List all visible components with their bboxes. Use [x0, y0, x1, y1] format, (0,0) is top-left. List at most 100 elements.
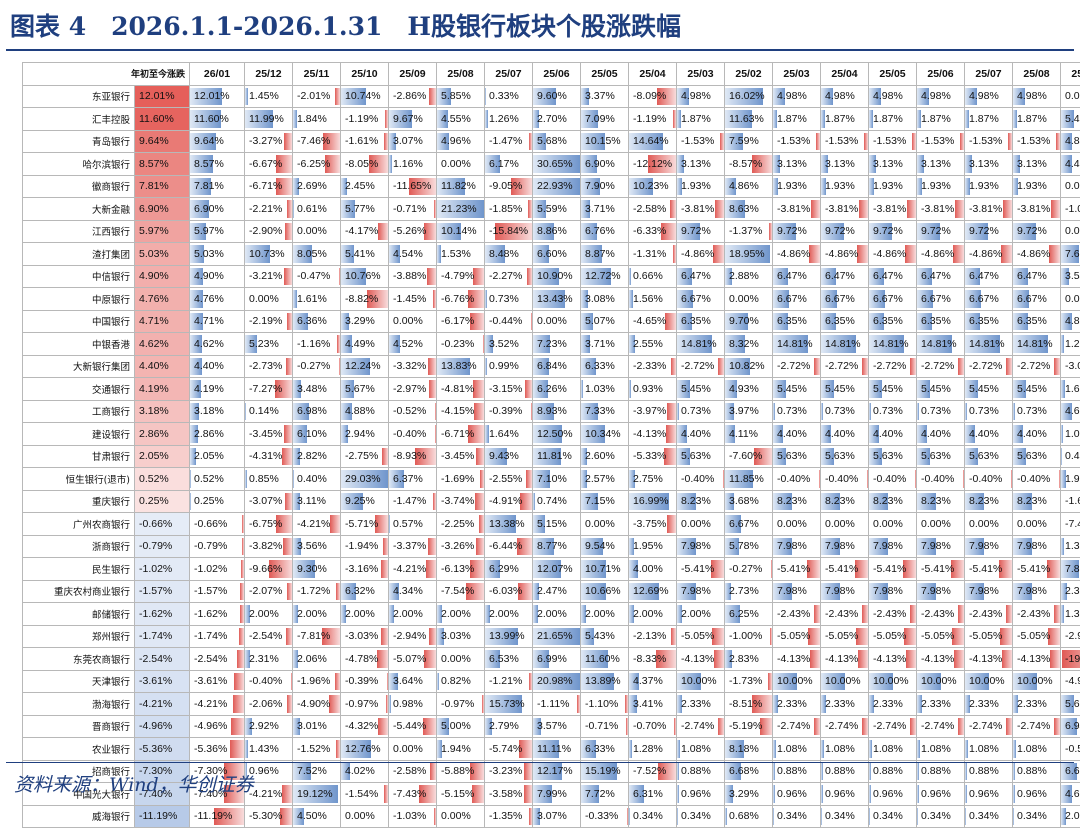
value-cell: 2.05% — [190, 445, 245, 468]
value-cell: 6.60% — [533, 243, 581, 266]
value-cell: 5.68% — [533, 130, 581, 153]
data-bar — [670, 200, 676, 218]
value-cell: -4.81% — [437, 378, 485, 401]
value-label: 1.64% — [489, 428, 519, 440]
value-label: 0.85% — [249, 473, 279, 485]
value-cell: 1.01% — [1061, 423, 1080, 446]
value-cell: 1.99% — [1061, 468, 1080, 491]
value-cell: 8.23% — [869, 490, 917, 513]
value-cell: 10.34% — [581, 423, 629, 446]
value-label: 3.08% — [585, 293, 615, 305]
value-label: -8.93% — [393, 450, 426, 462]
value-label: 4.80% — [1065, 315, 1080, 327]
data-bar — [869, 785, 871, 803]
value-cell: 6.47% — [869, 265, 917, 288]
value-cell: -5.74% — [485, 738, 533, 761]
value-label: 7.98% — [825, 540, 855, 552]
value-cell: -2.33% — [629, 355, 677, 378]
value-label: -2.91% — [1065, 630, 1080, 642]
value-cell: 5.23% — [245, 333, 293, 356]
ytd-change-cell: -1.02% — [135, 558, 190, 581]
value-cell: 3.13% — [917, 153, 965, 176]
value-label: 2.06% — [297, 653, 327, 665]
value-label: 12.07% — [537, 563, 573, 575]
value-cell: 3.57% — [533, 715, 581, 738]
value-cell: 2.47% — [533, 580, 581, 603]
value-cell: 2.00% — [677, 603, 725, 626]
value-cell: -1.53% — [917, 130, 965, 153]
bank-name-cell: 农业银行 — [23, 738, 135, 761]
value-cell: -3.81% — [965, 198, 1013, 221]
value-label: 0.52% — [194, 473, 224, 485]
value-cell: 4.98% — [1013, 85, 1061, 108]
value-label: 20.98% — [537, 675, 573, 687]
value-label: 0.00% — [249, 293, 279, 305]
data-bar — [426, 560, 436, 578]
value-cell: 0.34% — [821, 805, 869, 828]
value-label: 1.93% — [969, 180, 999, 192]
value-label: 1.35% — [1065, 540, 1080, 552]
value-cell: 0.96% — [965, 783, 1013, 806]
value-label: -1.03% — [393, 810, 426, 822]
value-cell: 2.33% — [773, 693, 821, 716]
value-label: -3.45% — [441, 450, 474, 462]
value-label: -4.86% — [873, 248, 906, 260]
value-cell: 1.93% — [1013, 175, 1061, 198]
data-bar — [859, 200, 868, 218]
value-cell: 12.07% — [533, 558, 581, 581]
value-label: -0.40% — [393, 428, 426, 440]
data-bar — [485, 290, 487, 308]
value-cell: 1.61% — [293, 288, 341, 311]
value-cell: 1.26% — [485, 108, 533, 131]
value-label: 8.23% — [969, 495, 999, 507]
value-cell: 6.36% — [293, 310, 341, 333]
value-label: 2.37% — [1065, 585, 1080, 597]
value-cell: 0.96% — [1013, 783, 1061, 806]
source-rule — [6, 762, 1074, 763]
bank-name-cell: 青岛银行 — [23, 130, 135, 153]
value-label: 11.82% — [441, 180, 476, 192]
data-bar — [384, 785, 388, 803]
value-cell: -1.69% — [437, 468, 485, 491]
value-label: 8.23% — [825, 495, 855, 507]
value-label: 13.99% — [489, 630, 525, 642]
value-cell: 2.79% — [485, 715, 533, 738]
value-label: 29.03% — [345, 473, 381, 485]
data-bar — [485, 358, 487, 376]
value-label: 12.50% — [537, 428, 573, 440]
value-cell: 9.43% — [485, 445, 533, 468]
value-label: 11.63% — [729, 113, 764, 125]
value-label: -0.40% — [825, 473, 858, 485]
value-label: 0.00% — [969, 518, 999, 530]
value-cell: -0.40% — [677, 468, 725, 491]
data-bar — [906, 650, 916, 668]
value-cell: 2.82% — [293, 445, 341, 468]
value-cell: 6.94% — [1061, 715, 1080, 738]
value-cell: 0.00% — [1061, 85, 1080, 108]
value-label: 5.03% — [194, 248, 224, 260]
value-cell: 0.34% — [869, 805, 917, 828]
value-label: 6.35% — [825, 315, 855, 327]
value-cell: 0.00% — [533, 310, 581, 333]
value-label: -4.86% — [681, 248, 714, 260]
value-cell: -4.17% — [341, 220, 389, 243]
value-cell: 0.00% — [869, 513, 917, 536]
value-cell: 6.76% — [581, 220, 629, 243]
value-label: -5.15% — [441, 788, 474, 800]
value-label: 8.87% — [585, 248, 615, 260]
data-bar — [629, 808, 630, 826]
value-cell: 1.31% — [1061, 603, 1080, 626]
value-cell: 1.87% — [965, 108, 1013, 131]
value-cell: 0.00% — [1061, 175, 1080, 198]
data-bar — [287, 583, 292, 601]
value-label: 5.63% — [681, 450, 711, 462]
value-label: -0.97% — [441, 698, 474, 710]
data-bar — [284, 268, 292, 286]
value-label: 9.43% — [489, 450, 519, 462]
value-label: 6.33% — [585, 743, 615, 755]
value-label: 0.68% — [729, 810, 759, 822]
value-cell: 1.35% — [1061, 535, 1080, 558]
value-label: -15.84% — [489, 225, 528, 237]
